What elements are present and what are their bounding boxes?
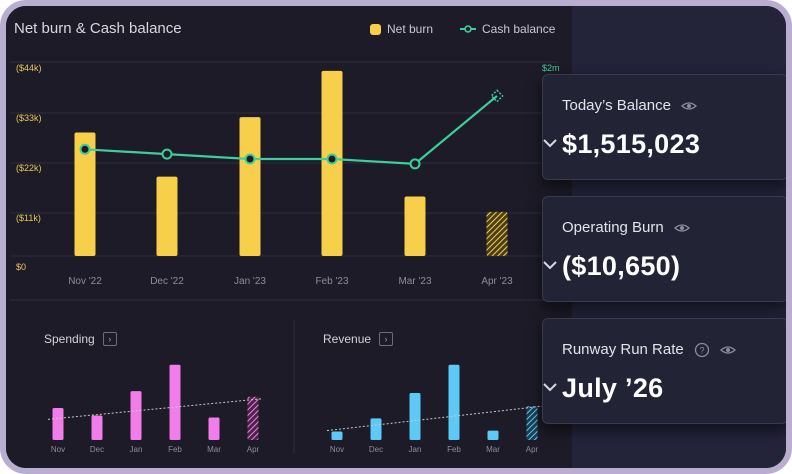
cash-balance-point bbox=[79, 143, 91, 155]
cash-balance-line bbox=[84, 95, 498, 165]
revenue-x-tick: Jan bbox=[409, 445, 422, 454]
revenue-trend-line bbox=[326, 405, 543, 432]
cash-balance-point bbox=[244, 153, 256, 165]
cash-balance-point bbox=[326, 153, 338, 165]
spending-x-tick: Apr bbox=[247, 445, 260, 454]
left-axis-tick: ($33k) bbox=[16, 113, 42, 123]
revenue-x-tick: Apr bbox=[526, 445, 539, 454]
left-axis-tick: ($11k) bbox=[16, 213, 41, 223]
spending-trend-line bbox=[47, 398, 264, 420]
svg-text:?: ? bbox=[699, 345, 704, 355]
spending-header[interactable]: Spending › bbox=[44, 332, 117, 346]
chevron-down-icon[interactable] bbox=[543, 139, 557, 148]
spending-title: Spending bbox=[44, 332, 95, 346]
card-runway-value: July ’26 bbox=[562, 373, 664, 403]
revenue-bar bbox=[526, 406, 538, 440]
legend-cash-balance-label: Cash balance bbox=[482, 22, 556, 36]
legend-net-burn-label: Net burn bbox=[387, 22, 434, 36]
spending-bar bbox=[130, 391, 142, 440]
net-burn-bar bbox=[156, 176, 178, 256]
spending-bar bbox=[52, 408, 64, 440]
revenue-x-tick: Nov bbox=[330, 445, 344, 454]
net-burn-bar bbox=[404, 196, 426, 256]
x-axis-tick: Dec '22 bbox=[150, 276, 184, 287]
x-axis-tick: Feb '23 bbox=[315, 276, 348, 287]
card-operating-burn-label-row: Operating Burn bbox=[562, 219, 690, 236]
net-burn-bar bbox=[486, 211, 508, 256]
spending-bar bbox=[169, 364, 181, 440]
card-operating-burn[interactable]: Operating Burn ($10,650) bbox=[542, 196, 786, 302]
left-axis-tick: ($44k) bbox=[16, 63, 42, 73]
spending-bar bbox=[91, 415, 103, 440]
spending-expand-icon[interactable]: › bbox=[102, 332, 117, 346]
left-axis-tick: $0 bbox=[16, 262, 26, 272]
net-burn-bar bbox=[239, 117, 261, 256]
revenue-x-tick: Feb bbox=[447, 445, 461, 454]
left-axis-tick: ($22k) bbox=[16, 163, 42, 173]
card-runway-label: Runway Run Rate bbox=[562, 341, 684, 358]
eye-icon[interactable] bbox=[680, 101, 697, 111]
card-runway-label-row: Runway Run Rate ? bbox=[562, 341, 736, 358]
spending-bar bbox=[208, 417, 220, 440]
card-todays-balance-label: Today’s Balance bbox=[562, 97, 671, 114]
eye-icon[interactable] bbox=[673, 223, 690, 233]
spending-x-tick: Feb bbox=[168, 445, 182, 454]
card-operating-burn-value: ($10,650) bbox=[562, 251, 681, 281]
spending-x-tick: Nov bbox=[51, 445, 65, 454]
net-burn-bar bbox=[74, 132, 96, 256]
eye-icon[interactable] bbox=[719, 345, 736, 355]
dashboard-panel bbox=[6, 6, 572, 468]
card-operating-burn-label: Operating Burn bbox=[562, 219, 664, 236]
x-axis-tick: Apr '23 bbox=[481, 276, 513, 287]
card-runway-run-rate[interactable]: Runway Run Rate ? July ’26 bbox=[542, 318, 786, 424]
help-icon[interactable]: ? bbox=[694, 342, 710, 358]
cash-balance-point bbox=[409, 158, 421, 170]
revenue-bar bbox=[370, 418, 382, 440]
revenue-expand-icon[interactable]: › bbox=[379, 332, 394, 346]
card-todays-balance[interactable]: Today’s Balance $1,515,023 bbox=[542, 74, 786, 180]
chevron-down-icon[interactable] bbox=[543, 261, 557, 270]
revenue-header[interactable]: Revenue › bbox=[323, 332, 394, 346]
revenue-title: Revenue bbox=[323, 332, 372, 346]
spending-x-tick: Dec bbox=[90, 445, 104, 454]
charts-canvas: $0($11k)($22k)($33k)($44k)$2m$1$1Nov '22… bbox=[10, 61, 572, 454]
legend-cash-balance[interactable]: Cash balance bbox=[460, 22, 555, 36]
legend-net-burn[interactable]: Net burn bbox=[370, 22, 433, 36]
spending-x-tick: Mar bbox=[207, 445, 221, 454]
legend-line-swatch bbox=[460, 25, 476, 33]
x-axis-tick: Nov '22 bbox=[68, 276, 102, 287]
revenue-bar bbox=[331, 431, 343, 440]
x-axis-tick: Jan '23 bbox=[234, 276, 266, 287]
revenue-bar bbox=[487, 430, 499, 440]
revenue-x-tick: Dec bbox=[369, 445, 383, 454]
card-todays-balance-label-row: Today’s Balance bbox=[562, 97, 697, 114]
main-chart-title: Net burn & Cash balance bbox=[14, 20, 182, 37]
revenue-x-tick: Mar bbox=[486, 445, 500, 454]
revenue-bar bbox=[448, 364, 460, 440]
spending-bar bbox=[247, 396, 259, 440]
spending-x-tick: Jan bbox=[130, 445, 143, 454]
right-axis-tick: $2m bbox=[542, 63, 560, 73]
cash-balance-point bbox=[161, 148, 173, 160]
revenue-bar bbox=[409, 393, 421, 440]
legend-bar-swatch bbox=[370, 23, 381, 35]
cash-balance-point bbox=[490, 89, 504, 103]
chevron-down-icon[interactable] bbox=[543, 383, 557, 392]
card-todays-balance-value: $1,515,023 bbox=[562, 129, 701, 159]
x-axis-tick: Mar '23 bbox=[398, 276, 431, 287]
